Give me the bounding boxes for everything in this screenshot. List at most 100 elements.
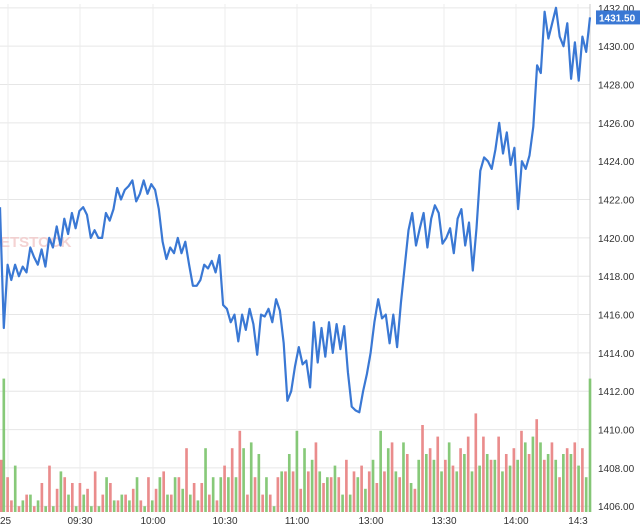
volume-bar — [405, 454, 409, 512]
volume-bar — [436, 436, 440, 512]
volume-bar — [432, 459, 436, 512]
volume-bar — [200, 483, 204, 512]
volume-bar — [318, 471, 322, 512]
volume-bar — [135, 477, 139, 512]
current-price-label: 1431.50 — [599, 13, 636, 24]
volume-bar — [249, 442, 253, 512]
volume-bar — [177, 477, 181, 512]
volume-bar — [466, 436, 470, 512]
volume-bar — [584, 477, 588, 512]
volume-bar — [447, 442, 451, 512]
volume-bar — [482, 436, 485, 512]
volume-bar — [542, 459, 546, 512]
volume-bar — [158, 477, 162, 512]
volume-bar — [333, 465, 337, 512]
volume-bar — [74, 506, 78, 512]
y-tick-label: 1410.00 — [598, 426, 635, 437]
volume-bar — [569, 454, 573, 512]
y-tick-label: 1424.00 — [598, 157, 635, 168]
volume-bar — [565, 448, 569, 512]
volume-bar — [0, 459, 3, 512]
volume-bar — [329, 477, 333, 512]
volume-bar — [375, 483, 379, 512]
volume-bar — [78, 483, 82, 512]
volume-bar — [398, 477, 402, 512]
current-price-tag-bg — [596, 10, 640, 25]
volume-bar — [223, 465, 226, 512]
volume-bar — [2, 378, 6, 512]
volume-bar — [257, 454, 261, 512]
volume-bar — [59, 471, 63, 512]
volume-bar — [417, 459, 421, 512]
volume-bar — [196, 500, 200, 512]
volume-bar — [421, 425, 424, 512]
volume-bar — [86, 488, 89, 512]
volume-bar — [581, 448, 584, 512]
volume-bar — [386, 448, 390, 512]
volume-bar — [485, 454, 489, 512]
volume-bar — [192, 483, 196, 512]
y-tick-label: 1428.00 — [598, 81, 635, 92]
volume-bar — [276, 477, 280, 512]
volume-bar — [48, 465, 51, 512]
volume-bar — [143, 506, 146, 512]
volume-bar — [345, 459, 348, 512]
volume-bar — [322, 483, 325, 512]
volume-bar — [558, 477, 561, 512]
volume-bar — [131, 488, 135, 512]
volume-bar — [478, 465, 481, 512]
x-tick-label: 10:30 — [212, 516, 237, 526]
volume-bar — [234, 477, 238, 512]
volume-bar — [181, 488, 185, 512]
volume-bar — [230, 448, 234, 512]
volume-bar — [348, 494, 352, 512]
volume-bar — [70, 483, 74, 512]
volume-bar — [337, 477, 341, 512]
volume-bar — [173, 477, 177, 512]
volume-bar — [169, 494, 173, 512]
volume-bar — [67, 494, 70, 512]
volume-bar — [150, 500, 154, 512]
volume-bar — [546, 454, 550, 512]
volume-bar — [124, 494, 127, 512]
volume-bar — [527, 454, 531, 512]
volume-bar — [424, 454, 428, 512]
volume-bar — [535, 419, 539, 512]
volume-bar — [588, 378, 592, 512]
volume-bar — [208, 494, 211, 512]
y-axis-ticks: 1406.00 1408.00 1410.00 1412.00 1414.00 1416.… — [598, 4, 635, 513]
volume-bar — [32, 506, 36, 512]
volume-bar — [413, 488, 417, 512]
volume-bar — [440, 471, 443, 512]
x-tick-label: 09:30 — [67, 516, 92, 526]
volume-bar — [272, 506, 276, 512]
volume-bar — [508, 465, 512, 512]
volume-bar — [25, 494, 28, 512]
volume-bar — [310, 459, 314, 512]
volume-bar — [21, 500, 25, 512]
volume-bar — [204, 448, 207, 512]
volume-bar — [246, 494, 249, 512]
volume-bar — [554, 459, 558, 512]
volume-bar — [105, 477, 108, 512]
volume-bar — [295, 430, 299, 512]
x-tick-label: 13:00 — [358, 516, 383, 526]
volume-bar — [356, 477, 360, 512]
volume-bar — [185, 448, 188, 512]
volume-bar — [299, 488, 303, 512]
volume-bar — [253, 477, 257, 512]
y-tick-label: 1414.00 — [598, 349, 635, 360]
volume-bar — [409, 483, 413, 512]
volume-bar — [474, 413, 478, 512]
volume-bar — [520, 430, 523, 512]
volume-bar — [512, 448, 516, 512]
x-tick-label: 13:30 — [431, 516, 456, 526]
volume-bar — [40, 483, 44, 512]
volume-bar — [352, 471, 356, 512]
volume-bar — [379, 430, 382, 512]
volume-bar — [51, 506, 55, 512]
y-tick-label: 1416.00 — [598, 311, 635, 322]
volume-bar — [306, 471, 310, 512]
